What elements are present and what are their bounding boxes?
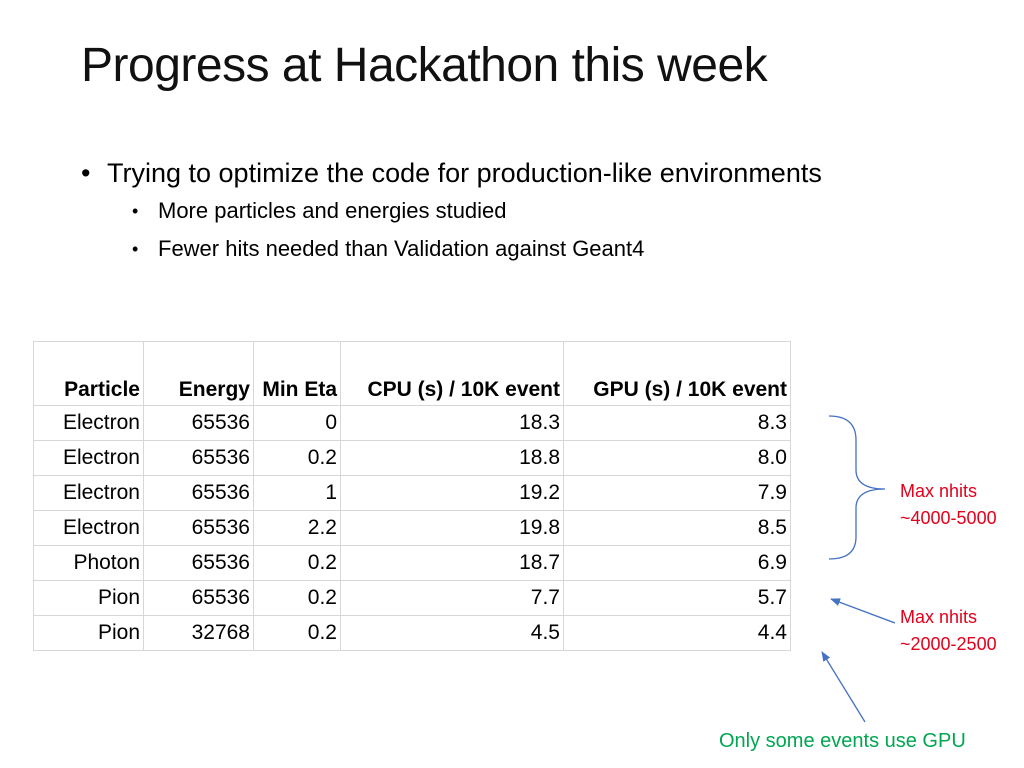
cell-min-eta: 0.2 <box>253 615 341 651</box>
electron-nhits-note: Max nhits ~4000-5000 <box>900 478 997 532</box>
cell-energy: 65536 <box>143 405 254 441</box>
cell-cpu: 19.8 <box>340 510 564 546</box>
bullet-sub-1: • Fewer hits needed than Validation agai… <box>81 230 841 268</box>
header-gpu: GPU (s) / 10K event <box>563 341 791 406</box>
pion-note-line2: ~2000-2500 <box>900 634 997 654</box>
electron-note-line1: Max nhits <box>900 481 978 501</box>
table-row: Electron 65536 0 18.3 8.3 <box>33 405 791 441</box>
bullet-main-text: Trying to optimize the code for producti… <box>107 158 822 188</box>
cell-energy: 65536 <box>143 475 254 511</box>
bullet-sub-text: More particles and energies studied <box>158 198 507 223</box>
cell-energy: 65536 <box>143 510 254 546</box>
cell-cpu: 18.3 <box>340 405 564 441</box>
cell-gpu: 6.9 <box>563 545 791 581</box>
cell-cpu: 7.7 <box>340 580 564 616</box>
table-row: Pion 32768 0.2 4.5 4.4 <box>33 615 791 651</box>
cell-particle: Pion <box>33 615 144 651</box>
cell-gpu: 8.3 <box>563 405 791 441</box>
cell-min-eta: 2.2 <box>253 510 341 546</box>
bullet-dot: • <box>81 158 91 188</box>
header-particle: Particle <box>33 341 144 406</box>
bullet-dot: • <box>132 201 139 221</box>
cell-particle: Electron <box>33 440 144 476</box>
cell-min-eta: 0.2 <box>253 545 341 581</box>
cell-min-eta: 1 <box>253 475 341 511</box>
cell-gpu: 7.9 <box>563 475 791 511</box>
pion-note-line1: Max nhits <box>900 607 978 627</box>
table-row: Electron 65536 1 19.2 7.9 <box>33 475 791 511</box>
cell-min-eta: 0 <box>253 405 341 441</box>
table-header-row: Particle Energy Min Eta CPU (s) / 10K ev… <box>33 341 791 406</box>
cell-gpu: 8.0 <box>563 440 791 476</box>
cell-cpu: 19.2 <box>340 475 564 511</box>
header-energy: Energy <box>143 341 254 406</box>
electron-brace <box>828 415 886 560</box>
cell-particle: Electron <box>33 405 144 441</box>
pion-nhits-note: Max nhits ~2000-2500 <box>900 604 997 658</box>
bullet-list: • Trying to optimize the code for produc… <box>81 155 841 268</box>
gpu-usage-note: Only some events use GPU <box>719 730 966 752</box>
cell-particle: Electron <box>33 510 144 546</box>
cell-gpu: 4.4 <box>563 615 791 651</box>
table-row: Photon 65536 0.2 18.7 6.9 <box>33 545 791 581</box>
cell-energy: 32768 <box>143 615 254 651</box>
slide-title: Progress at Hackathon this week <box>81 39 768 92</box>
cell-min-eta: 0.2 <box>253 580 341 616</box>
bullet-sub-text: Fewer hits needed than Validation agains… <box>158 236 645 261</box>
bullet-dot: • <box>132 239 139 259</box>
cell-cpu: 18.8 <box>340 440 564 476</box>
header-cpu: CPU (s) / 10K event <box>340 341 564 406</box>
header-min-eta: Min Eta <box>253 341 341 406</box>
pion-arrow <box>830 598 896 624</box>
table-row: Electron 65536 2.2 19.8 8.5 <box>33 510 791 546</box>
electron-note-line2: ~4000-5000 <box>900 508 997 528</box>
bullet-sub-0: • More particles and energies studied <box>81 192 841 230</box>
table-row: Electron 65536 0.2 18.8 8.0 <box>33 440 791 476</box>
cell-cpu: 18.7 <box>340 545 564 581</box>
cell-particle: Pion <box>33 580 144 616</box>
cell-energy: 65536 <box>143 580 254 616</box>
cell-energy: 65536 <box>143 440 254 476</box>
cell-particle: Photon <box>33 545 144 581</box>
cell-cpu: 4.5 <box>340 615 564 651</box>
table-row: Pion 65536 0.2 7.7 5.7 <box>33 580 791 616</box>
cell-min-eta: 0.2 <box>253 440 341 476</box>
bullet-main: • Trying to optimize the code for produc… <box>81 155 841 192</box>
cell-gpu: 5.7 <box>563 580 791 616</box>
gpu-arrow <box>821 651 866 723</box>
results-table: Particle Energy Min Eta CPU (s) / 10K ev… <box>33 341 791 651</box>
cell-energy: 65536 <box>143 545 254 581</box>
cell-gpu: 8.5 <box>563 510 791 546</box>
cell-particle: Electron <box>33 475 144 511</box>
